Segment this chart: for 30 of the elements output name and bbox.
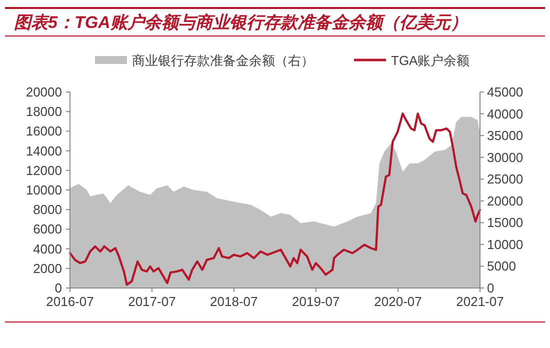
legend-label: TGA账户余额 [391,53,470,68]
x-tick-label: 2018-07 [210,294,258,309]
x-tick-label: 2016-07 [46,294,94,309]
y-tick-label: 16000 [26,124,62,139]
x-tick-label: 2017-07 [128,294,176,309]
y2-tick-label: 10000 [487,236,524,252]
y-tick-label: 2000 [33,260,62,276]
y2-tick-label: 5000 [487,258,516,274]
y2-tick-label: 0 [487,280,494,296]
y2-tick-label: 30000 [487,150,524,165]
y-tick-label: 6000 [33,222,62,237]
x-tick-label: 2021-07 [456,294,504,309]
y-tick-label: 14000 [26,143,62,158]
y-tick-label: 4000 [33,241,62,256]
chart-title: 图表5：TGA账户余额与商业银行存款准备金余额（亿美元） [14,12,468,32]
y2-tick-label: 35000 [487,128,524,144]
y-tick-label: 0 [54,280,62,296]
y2-tick-label: 15000 [487,215,524,230]
legend-label: 商业银行存款准备金余额（右） [132,53,314,68]
x-tick-label: 2020-07 [374,294,422,309]
y2-tick-label: 45000 [487,84,524,100]
y-tick-label: 10000 [26,182,62,198]
y-tick-label: 20000 [26,84,62,100]
y-tick-label: 12000 [26,162,62,178]
y-tick-label: 8000 [33,202,62,218]
y2-tick-label: 25000 [487,172,524,187]
y2-tick-label: 20000 [487,193,524,208]
y-tick-label: 18000 [26,104,62,120]
x-tick-label: 2019-07 [292,294,340,309]
y2-tick-label: 40000 [487,106,524,122]
